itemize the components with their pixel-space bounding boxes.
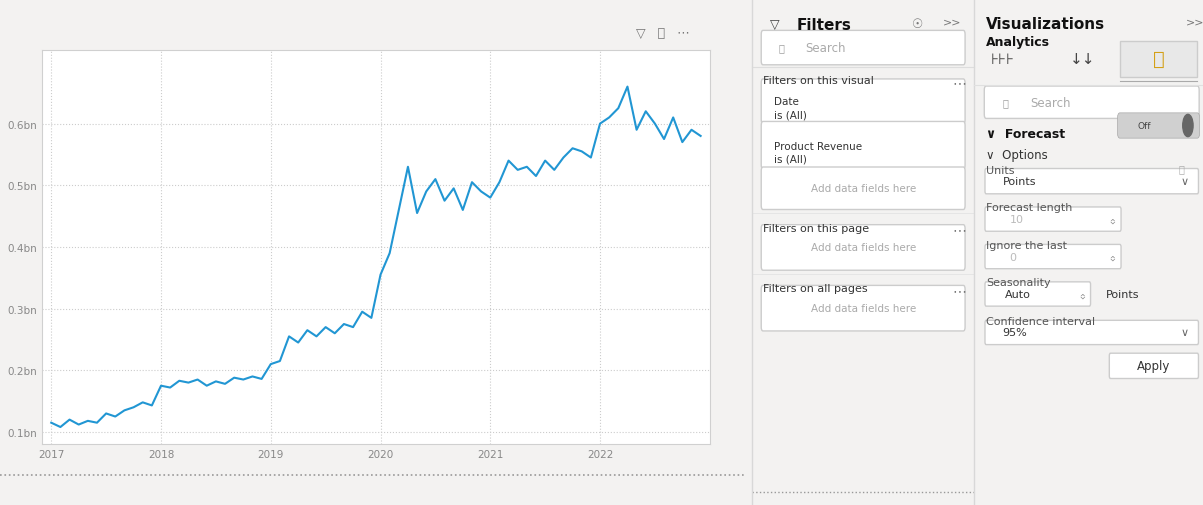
FancyBboxPatch shape [985,282,1091,307]
FancyBboxPatch shape [761,286,965,331]
Text: 🔍: 🔍 [778,43,784,54]
Text: Add data fields here: Add data fields here [811,184,915,194]
Text: ‹›: ‹› [1108,216,1118,224]
Text: Filters on this page: Filters on this page [763,223,869,233]
Text: ⋯: ⋯ [953,223,966,237]
Text: Search: Search [805,42,846,55]
Text: 95%: 95% [1002,328,1027,338]
Text: Confidence interval: Confidence interval [986,316,1095,326]
FancyBboxPatch shape [1118,114,1199,139]
Text: Seasonality: Seasonality [986,278,1050,288]
Text: ⋯: ⋯ [953,76,966,90]
FancyBboxPatch shape [985,321,1198,345]
FancyBboxPatch shape [985,245,1121,269]
FancyBboxPatch shape [1120,42,1197,78]
Text: ∨: ∨ [1181,177,1189,187]
Text: Product Revenue
is (All): Product Revenue is (All) [775,141,863,165]
Text: Date
is (All): Date is (All) [775,97,807,120]
Text: Add data fields here: Add data fields here [811,304,915,314]
Text: ∨  Forecast: ∨ Forecast [986,127,1066,140]
Text: Ignore the last: Ignore the last [986,240,1067,250]
Text: ‹›: ‹› [1078,290,1088,298]
Text: Filters on this visual: Filters on this visual [763,76,873,86]
FancyBboxPatch shape [1109,354,1198,379]
Text: ☉: ☉ [912,18,924,31]
Circle shape [1183,115,1193,137]
Text: Forecast length: Forecast length [986,203,1073,213]
Text: 🔍: 🔍 [1152,50,1165,69]
Text: ▽: ▽ [770,18,780,31]
Text: ‹›: ‹› [1108,253,1118,261]
Text: Points: Points [1106,289,1139,299]
Text: Units: Units [986,166,1014,176]
FancyBboxPatch shape [761,122,965,170]
Text: Visualizations: Visualizations [986,17,1106,32]
Text: ↓↓: ↓↓ [1069,52,1095,67]
Text: ⓘ: ⓘ [1179,164,1185,174]
FancyBboxPatch shape [761,80,965,124]
Text: ⋯: ⋯ [953,284,966,298]
FancyBboxPatch shape [984,87,1199,119]
Text: Add data fields here: Add data fields here [811,243,915,253]
FancyBboxPatch shape [761,168,965,210]
Text: Filters on all pages: Filters on all pages [763,284,867,294]
FancyBboxPatch shape [985,169,1198,194]
Text: Off: Off [1138,122,1151,131]
Text: 🔍: 🔍 [1002,98,1008,108]
Text: Analytics: Analytics [986,36,1050,49]
Text: ∨  Options: ∨ Options [986,148,1048,162]
FancyBboxPatch shape [761,225,965,271]
Text: Apply: Apply [1137,360,1171,373]
Text: ▽   ⧁   ⋯: ▽ ⧁ ⋯ [636,27,689,40]
Text: Search: Search [1031,96,1071,110]
Text: Auto: Auto [1005,289,1031,299]
Text: ∨: ∨ [1181,328,1189,338]
FancyBboxPatch shape [985,208,1121,232]
Text: ⊦⊦⊦: ⊦⊦⊦ [990,52,1014,67]
Text: >>: >> [1186,17,1203,27]
Text: 10: 10 [1009,215,1024,225]
Text: >>: >> [943,18,961,28]
Text: 0: 0 [1009,252,1017,262]
Text: Points: Points [1002,177,1036,187]
FancyBboxPatch shape [761,31,965,66]
Text: Filters: Filters [796,18,852,33]
